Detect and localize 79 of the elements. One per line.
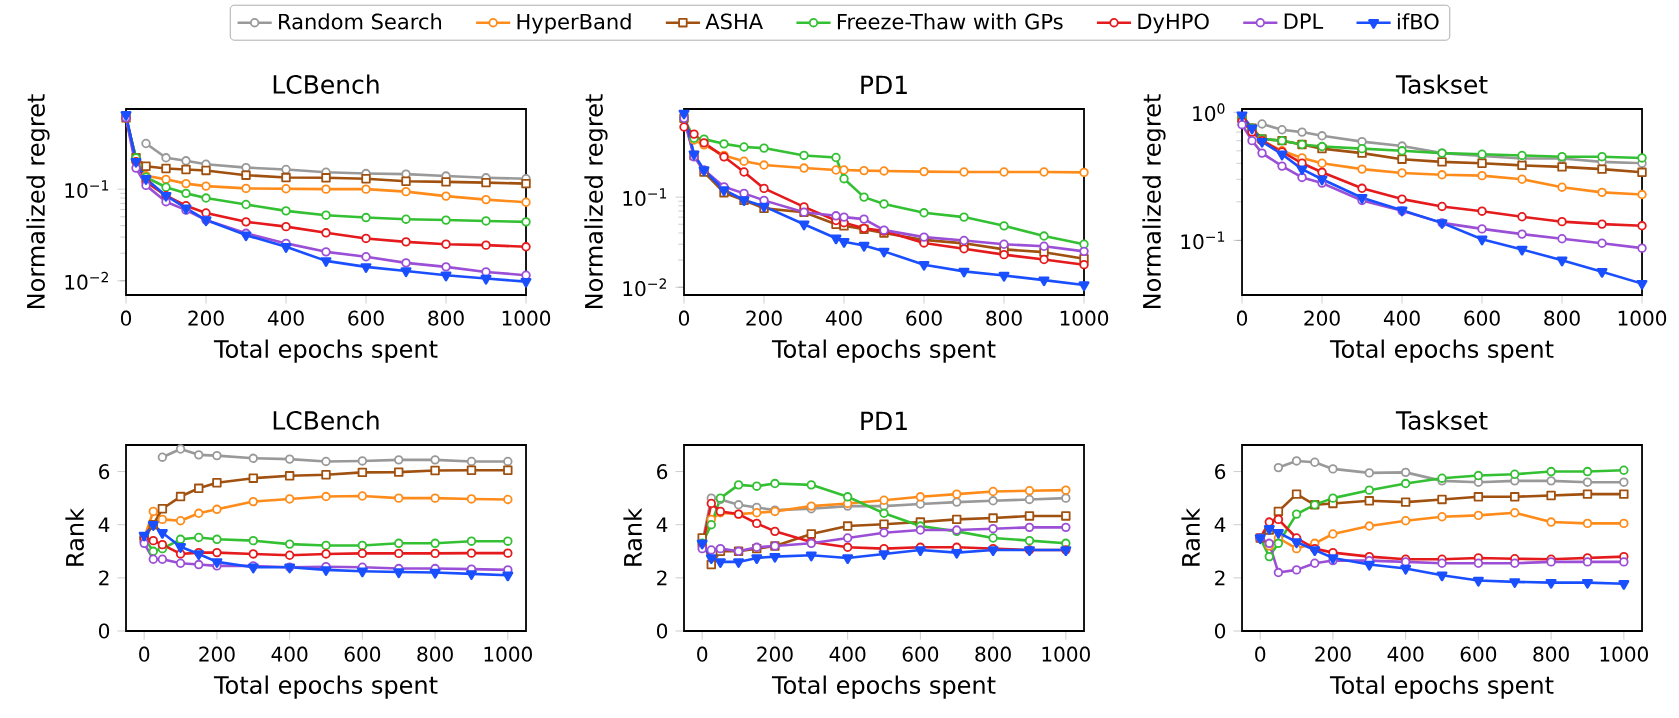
y-tick-label: 10$^{−2}$ [623, 278, 666, 297]
x-tick-label: 400 [825, 310, 862, 326]
legend-label: ASHA [705, 13, 763, 30]
x-tick-label: 400 [271, 646, 308, 662]
y-tick-label: 4 [1214, 517, 1226, 532]
x-tick-label: 0 [1255, 646, 1266, 662]
legend-label: DPL [1284, 13, 1324, 29]
y-tick-label: 0 [1215, 623, 1226, 639]
y-tick-label: 2 [657, 570, 667, 586]
x-tick-label: 400 [1383, 310, 1420, 326]
x-tick-label: 600 [1464, 310, 1500, 326]
chart-title: PD1 [861, 411, 907, 430]
x-axis-title: Total epochs spent [1329, 339, 1554, 363]
x-tick-label: 600 [344, 646, 381, 662]
chart-title: LCBench [273, 410, 379, 430]
y-axis-title: Rank [1181, 508, 1200, 566]
x-tick-label: 800 [1533, 646, 1569, 662]
x-tick-label: 1000 [1618, 310, 1667, 326]
y-axis-title: Normalized regret [1142, 94, 1166, 308]
y-axis-title: Normalized regret [584, 94, 608, 308]
chart-title: PD1 [861, 75, 907, 94]
chart-title: Taskset [1395, 410, 1488, 430]
x-tick-label: 600 [348, 310, 384, 326]
x-tick-label: 0 [1236, 310, 1248, 326]
legend-label: Freeze-Thaw with GPs [837, 13, 1063, 30]
y-tick-label: 4 [656, 517, 668, 532]
x-tick-label: 200 [1315, 646, 1351, 662]
y-axis-title: Rank [623, 508, 642, 566]
x-axis-title: Total epochs spent [771, 339, 996, 363]
x-tick-label: 1000 [1060, 310, 1109, 326]
x-tick-label: 1000 [1600, 646, 1648, 662]
x-tick-label: 200 [746, 310, 782, 326]
legend-label: ifBO [1397, 13, 1439, 30]
y-axis-title: Rank [65, 508, 84, 566]
x-axis-title: Total epochs spent [1329, 675, 1554, 699]
chart-title: Taskset [1395, 74, 1488, 94]
x-axis-title: Total epochs spent [771, 675, 996, 699]
x-tick-label: 800 [417, 646, 453, 662]
y-tick-label: 10$^{−2}$ [65, 271, 108, 290]
x-tick-label: 200 [188, 310, 224, 326]
x-tick-label: 200 [1304, 310, 1340, 326]
y-tick-label: 2 [1215, 570, 1225, 586]
x-tick-label: 0 [678, 310, 690, 326]
x-axis-title: Total epochs spent [213, 675, 438, 699]
x-tick-label: 0 [139, 646, 150, 662]
x-tick-label: 0 [120, 310, 132, 326]
x-tick-label: 600 [902, 646, 939, 662]
x-tick-label: 400 [829, 646, 866, 662]
x-tick-label: 800 [1544, 310, 1580, 326]
legend-label: HyperBand [517, 13, 631, 34]
x-tick-label: 400 [1387, 646, 1424, 662]
x-tick-label: 600 [1460, 646, 1497, 662]
x-tick-label: 800 [975, 646, 1011, 662]
y-tick-label: 2 [99, 570, 109, 586]
y-tick-label: 0 [657, 623, 668, 639]
y-axis-title: Normalized regret [26, 94, 50, 308]
y-tick-label: 10$^{0}$ [1193, 103, 1225, 122]
x-tick-label: 1000 [484, 646, 532, 662]
x-tick-label: 0 [697, 646, 708, 662]
legend-label: DyHPO [1138, 13, 1209, 34]
x-tick-label: 1000 [502, 310, 551, 326]
y-tick-label: 10$^{−1}$ [1181, 231, 1225, 250]
y-tick-label: 6 [99, 463, 110, 480]
x-tick-label: 200 [757, 646, 793, 662]
x-tick-label: 800 [986, 310, 1022, 326]
x-tick-label: 800 [428, 310, 464, 326]
x-tick-label: 600 [906, 310, 942, 326]
x-tick-label: 400 [267, 310, 304, 326]
y-tick-label: 6 [657, 463, 668, 480]
y-tick-label: 10$^{−1}$ [65, 180, 109, 199]
x-tick-label: 200 [199, 646, 235, 662]
y-tick-label: 4 [98, 517, 110, 532]
y-tick-label: 10$^{−1}$ [623, 188, 667, 206]
y-tick-label: 6 [1215, 463, 1226, 480]
chart-title: LCBench [273, 74, 379, 94]
legend-label: Random Search [279, 13, 441, 30]
y-tick-label: 0 [99, 623, 110, 639]
x-axis-title: Total epochs spent [213, 339, 438, 363]
x-tick-label: 1000 [1042, 646, 1090, 662]
